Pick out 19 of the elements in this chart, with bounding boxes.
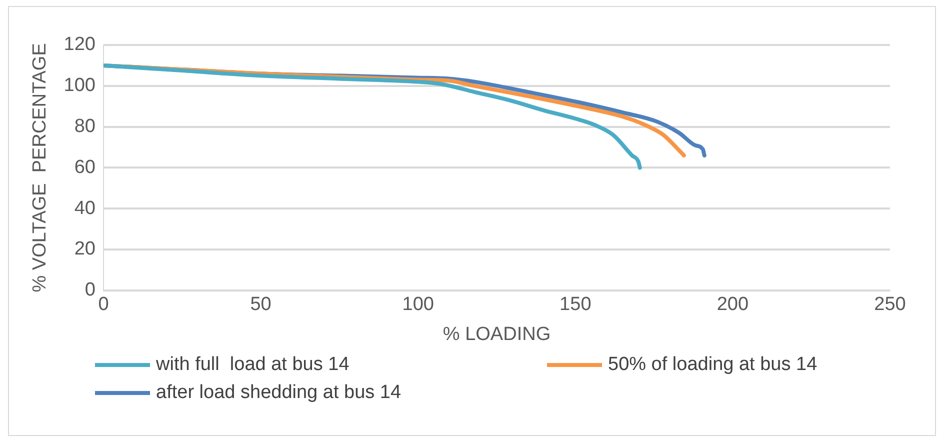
y-tick-label: 80 [74,116,96,138]
legend-label: 50% of loading at bus 14 [608,354,818,376]
y-tick-label: 120 [64,34,96,56]
y-tick-label: 20 [74,238,96,260]
x-tick-label: 250 [874,294,906,316]
x-tick-label: 150 [560,294,592,316]
legend-label: after load shedding at bus 14 [156,382,402,404]
y-axis-title: % VOLTAGE PERCENTAGE [30,43,51,292]
line-series [104,63,642,170]
x-tick-label: 200 [716,294,749,316]
y-tick-label: 60 [74,156,96,178]
x-tick-label: 100 [402,294,434,316]
y-tick-label: 40 [74,198,96,219]
legend-label: with full load at bus 14 [156,354,350,376]
y-tick-label: 0 [84,280,96,301]
y-tick-label: 100 [64,75,96,96]
x-axis-title: % LOADING [442,324,551,345]
x-tick-label: 50 [250,294,272,316]
x-tick-label: 0 [98,294,109,316]
